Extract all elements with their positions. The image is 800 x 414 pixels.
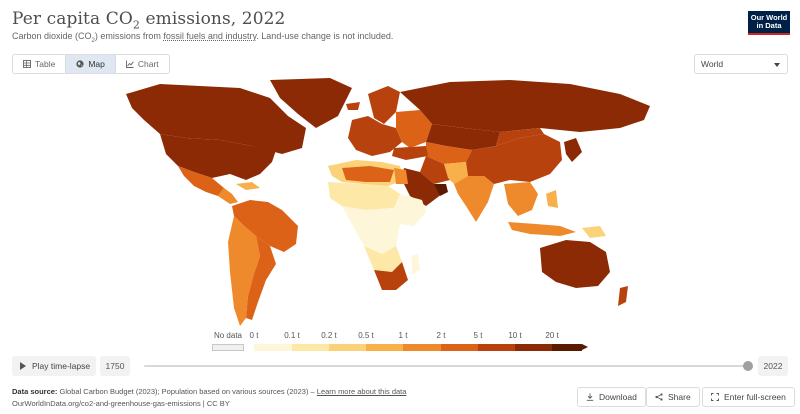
legend-swatch-7 [515, 344, 552, 351]
region-egypt[interactable] [394, 168, 408, 184]
region-usa[interactable] [160, 134, 276, 180]
legend-tick-4: 1 t [398, 331, 408, 340]
expand-icon [711, 393, 719, 401]
source-url[interactable]: OurWorldInData.org/co2-and-greenhouse-ga… [12, 399, 230, 408]
map-legend: No data 0 t 0.1 t 0.2 t 0.5 t 1 t 2 t 5 … [212, 330, 592, 356]
legend-swatch-5 [441, 344, 478, 351]
legend-tick-6: 5 t [473, 331, 483, 340]
timeline-handle[interactable] [743, 361, 753, 371]
globe-icon [76, 60, 84, 68]
table-icon [23, 60, 31, 68]
region-australia[interactable] [540, 240, 610, 288]
region-gulf-states[interactable] [434, 184, 448, 196]
view-tabs: Table Map Chart [12, 54, 170, 74]
region-canada[interactable] [126, 84, 306, 154]
legend-arrow-icon [582, 344, 588, 350]
start-year-label: 1750 [100, 356, 130, 376]
region-madagascar[interactable] [412, 254, 420, 274]
region-eastern-europe[interactable] [396, 110, 432, 148]
chevron-down-icon [774, 63, 780, 67]
tab-table[interactable]: Table [13, 55, 67, 73]
region-algeria-libya[interactable] [342, 166, 394, 182]
legend-tick-1: 0.1 t [284, 331, 300, 340]
legend-tick-7: 10 t [508, 331, 522, 340]
legend-swatch-2 [329, 344, 366, 351]
region-western-europe[interactable] [348, 116, 402, 156]
region-indonesia[interactable] [508, 222, 576, 236]
region-mongolia[interactable] [496, 128, 544, 146]
region-southeast-asia[interactable] [504, 182, 538, 216]
chart-icon [125, 60, 134, 68]
legend-swatch-1 [292, 344, 329, 351]
no-data-swatch [212, 344, 244, 351]
region-central-africa[interactable] [342, 206, 400, 254]
share-button[interactable]: Share [646, 387, 700, 407]
region-india[interactable] [454, 176, 494, 222]
region-new-zealand[interactable] [618, 286, 628, 306]
owid-logo[interactable]: Our World in Data [748, 11, 790, 35]
tab-map[interactable]: Map [66, 55, 116, 73]
legend-tick-0: 0 t [249, 331, 259, 340]
region-korea-japan[interactable] [564, 138, 582, 162]
region-iran[interactable] [420, 156, 450, 184]
region-horn-east-africa[interactable] [394, 194, 426, 226]
fossil-fuels-link[interactable]: fossil fuels and industry [163, 31, 257, 41]
fullscreen-button[interactable]: Enter full-screen [702, 387, 795, 407]
region-caribbean[interactable] [236, 182, 260, 190]
timeline: Play time-lapse 1750 2022 [12, 356, 788, 378]
chart-subtitle: Carbon dioxide (CO2) emissions from foss… [12, 31, 394, 44]
chart-title: Per capita CO2 emissions, 2022 [12, 9, 286, 32]
download-icon [586, 393, 594, 401]
tab-chart[interactable]: Chart [115, 55, 169, 73]
play-timelapse-button[interactable]: Play time-lapse [12, 356, 96, 376]
region-southern-africa-north[interactable] [364, 246, 402, 272]
region-russia[interactable] [400, 80, 650, 132]
region-kazakhstan[interactable] [426, 124, 500, 150]
share-icon [655, 393, 663, 401]
region-philippines[interactable] [546, 190, 558, 208]
region-chile-argentina[interactable] [246, 236, 276, 320]
legend-tick-3: 0.5 t [358, 331, 374, 340]
region-mexico[interactable] [178, 166, 224, 196]
region-iceland[interactable] [346, 102, 360, 110]
region-central-asia[interactable] [426, 142, 472, 164]
region-china[interactable] [466, 134, 562, 184]
legend-tick-5: 2 t [436, 331, 446, 340]
region-central-america[interactable] [218, 188, 238, 204]
download-button[interactable]: Download [577, 387, 646, 407]
no-data-label: No data [213, 331, 243, 340]
learn-more-link[interactable]: Learn more about this data [316, 387, 407, 396]
legend-swatch-6 [478, 344, 515, 351]
legend-swatch-4 [403, 344, 441, 351]
legend-tick-2: 0.2 t [321, 331, 337, 340]
end-year-label: 2022 [758, 356, 788, 376]
region-turkey[interactable] [392, 146, 428, 160]
legend-tick-8: 20 t [545, 331, 559, 340]
timeline-track[interactable] [144, 365, 750, 367]
source-footer: Data source: Global Carbon Budget (2023)… [12, 387, 407, 408]
play-icon [20, 362, 26, 370]
world-map[interactable] [120, 76, 665, 330]
region-south-america-north[interactable] [232, 200, 298, 252]
region-saudi-arabia[interactable] [402, 168, 442, 206]
region-scandinavia[interactable] [368, 86, 400, 124]
region-sahel[interactable] [328, 182, 400, 210]
legend-swatch-3 [366, 344, 403, 351]
region-south-america-andes[interactable] [228, 216, 260, 326]
region-pakistan-afghanistan[interactable] [444, 162, 468, 184]
region-greenland[interactable] [270, 78, 352, 128]
region-select[interactable]: World [694, 54, 788, 74]
legend-swatch-8 [552, 344, 582, 351]
legend-swatch-0 [254, 344, 292, 351]
region-png[interactable] [582, 226, 606, 238]
region-south-africa[interactable] [374, 262, 408, 290]
